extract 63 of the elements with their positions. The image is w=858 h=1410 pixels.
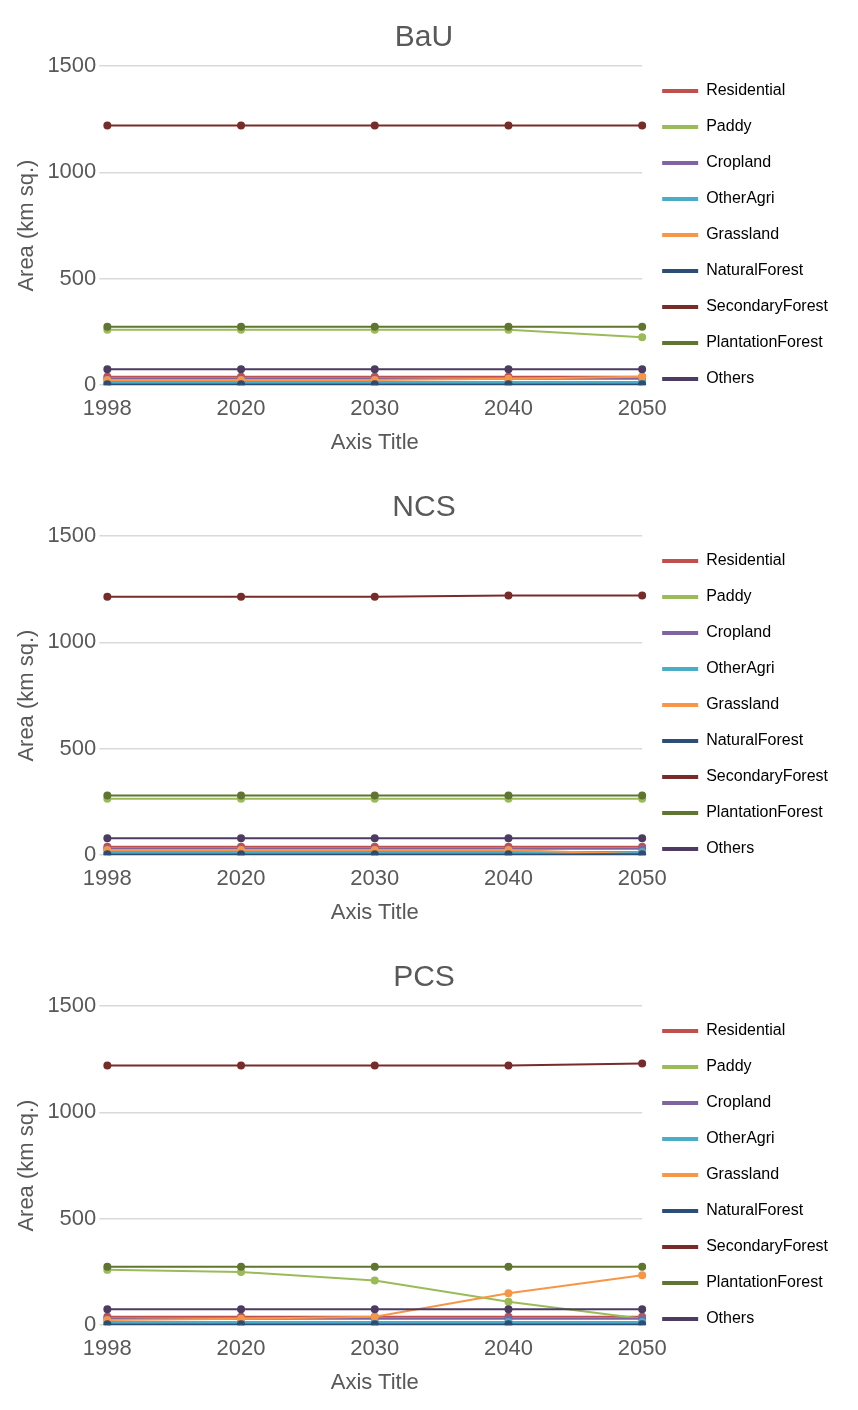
x-tick-label: 2030 — [350, 1335, 400, 1361]
y-tick-label: 1500 — [47, 52, 97, 78]
legend-label: NaturalForest — [706, 261, 804, 279]
chart-title: PCS — [393, 959, 455, 993]
chart-title: NCS — [392, 489, 456, 523]
legend-label: Grassland — [706, 225, 780, 243]
x-axis-title: Axis Title — [330, 428, 419, 454]
x-tick-label: 2020 — [216, 1335, 266, 1361]
legend-label: Cropland — [706, 623, 772, 641]
y-tick-label: 500 — [59, 264, 97, 290]
x-tick-label: 1998 — [82, 1335, 132, 1361]
legend-label: Cropland — [706, 153, 772, 171]
legend-label: SecondaryForest — [706, 1237, 829, 1255]
legend-label: Paddy — [706, 587, 752, 605]
y-tick-label: 1000 — [47, 1098, 97, 1124]
x-tick-label: 2040 — [483, 395, 533, 421]
legend-label: SecondaryForest — [706, 767, 829, 785]
x-tick-label: 2020 — [216, 395, 266, 421]
legend-label: Residential — [706, 1021, 786, 1039]
legend-label: OtherAgri — [706, 1129, 775, 1147]
y-tick-label: 1500 — [47, 522, 97, 548]
y-tick-label: 0 — [84, 841, 97, 867]
y-tick-label: 1500 — [47, 992, 97, 1018]
y-tick-label: 500 — [59, 734, 97, 760]
legend-label: PlantationForest — [706, 333, 824, 351]
y-tick-label: 0 — [84, 1311, 97, 1337]
legend-label: SecondaryForest — [706, 297, 829, 315]
legend-label: Cropland — [706, 1093, 772, 1111]
x-tick-label: 2050 — [617, 395, 667, 421]
legend-label: Others — [706, 1309, 755, 1327]
x-tick-label: 2020 — [216, 865, 266, 891]
x-axis-title: Axis Title — [330, 898, 419, 924]
legend-label: OtherAgri — [706, 659, 775, 677]
y-tick-label: 1000 — [47, 158, 97, 184]
legend-label: Others — [706, 369, 755, 387]
legend-label: PlantationForest — [706, 1273, 824, 1291]
y-tick-label: 0 — [84, 371, 97, 397]
y-axis-title: Area (km sq.) — [13, 1099, 39, 1232]
x-axis-title: Axis Title — [330, 1368, 419, 1394]
y-tick-label: 1000 — [47, 628, 97, 654]
y-axis-title: Area (km sq.) — [13, 159, 39, 292]
legend-label: Paddy — [706, 117, 752, 135]
legend-label: OtherAgri — [706, 189, 775, 207]
legend-label: PlantationForest — [706, 803, 824, 821]
chart-title: BaU — [394, 19, 454, 53]
legend-label: Others — [706, 839, 755, 857]
legend-label: NaturalForest — [706, 731, 804, 749]
x-tick-label: 2040 — [483, 865, 533, 891]
legend-label: Grassland — [706, 1165, 780, 1183]
y-axis-title: Area (km sq.) — [13, 629, 39, 762]
legend-label: Residential — [706, 551, 786, 569]
x-tick-label: 2040 — [483, 1335, 533, 1361]
x-tick-label: 2030 — [350, 395, 400, 421]
legend-label: Residential — [706, 81, 786, 99]
y-tick-label: 500 — [59, 1204, 97, 1230]
x-tick-label: 1998 — [82, 865, 132, 891]
legend-label: NaturalForest — [706, 1201, 804, 1219]
x-tick-label: 2050 — [617, 1335, 667, 1361]
legend-label: Grassland — [706, 695, 780, 713]
legend-label: Paddy — [706, 1057, 752, 1075]
x-tick-label: 2030 — [350, 865, 400, 891]
x-tick-label: 1998 — [82, 395, 132, 421]
x-tick-label: 2050 — [617, 865, 667, 891]
